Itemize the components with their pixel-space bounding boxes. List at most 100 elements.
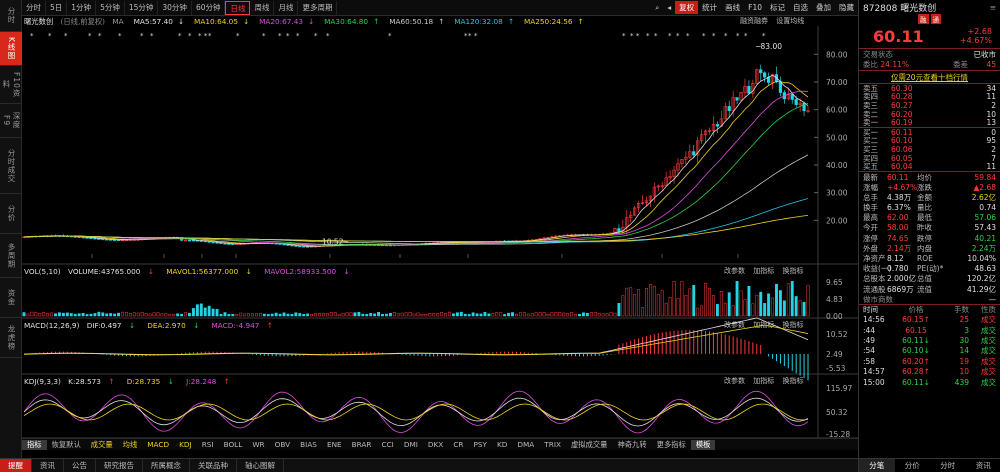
period-tab-4[interactable]: 15分钟	[125, 0, 159, 15]
indicator-tab-16[interactable]: CR	[453, 440, 464, 449]
indicator-tab-1[interactable]: 恢复默认	[51, 439, 81, 449]
event-marker[interactable]: *	[654, 32, 658, 40]
ma-settings-button[interactable]: 设置均线	[776, 17, 805, 25]
quote-tab-0[interactable]: 分笔	[859, 459, 895, 472]
indicator-tab-24[interactable]: 模板	[690, 439, 716, 450]
left-nav-item-3[interactable]: 深度F9	[0, 104, 22, 138]
indicator-tab-10[interactable]: BIAS	[300, 440, 317, 449]
event-marker[interactable]: *	[262, 32, 266, 40]
bid-row[interactable]: 买五 60.04 11	[859, 162, 1000, 171]
event-marker[interactable]: *	[468, 32, 472, 40]
indicator-tab-2[interactable]: 成交量	[90, 439, 113, 449]
period-tab-8[interactable]: 周线	[250, 0, 275, 15]
macd-edit-params[interactable]: 改参数	[724, 321, 745, 329]
event-marker[interactable]: *	[724, 32, 728, 40]
event-marker[interactable]: *	[314, 32, 318, 40]
toolbar-button-4[interactable]: 标记	[770, 3, 785, 12]
event-marker[interactable]: *	[676, 32, 680, 40]
left-nav-item-0[interactable]: 分时	[0, 0, 22, 32]
indicator-tab-3[interactable]: 均线	[122, 439, 138, 449]
menu-icon[interactable]: ≡	[989, 3, 996, 12]
kdj-add-indicator[interactable]: 加指标	[753, 377, 775, 385]
indicator-tab-17[interactable]: PSY	[473, 440, 487, 449]
indicator-tab-22[interactable]: 神奇九转	[617, 439, 647, 449]
quote-tab-2[interactable]: 分时	[940, 461, 956, 470]
period-tab-6[interactable]: 60分钟	[192, 0, 226, 15]
toolbar-back-icon[interactable]: ◂	[667, 3, 672, 12]
event-marker[interactable]: *	[296, 32, 300, 40]
indicator-tab-15[interactable]: DKX	[427, 440, 444, 449]
ask-row[interactable]: 卖三 60.27 2	[859, 101, 1000, 110]
indicator-tab-11[interactable]: ENE	[326, 440, 342, 449]
event-marker[interactable]: *	[286, 32, 290, 40]
toolbar-button-2[interactable]: 画线	[725, 3, 741, 12]
bottom-tab-5[interactable]: 关联品种	[190, 458, 237, 472]
period-tab-9[interactable]: 月线	[274, 0, 299, 15]
left-nav-item-6[interactable]: 多周期	[0, 234, 22, 278]
event-marker[interactable]: *	[140, 32, 144, 40]
event-marker[interactable]: *	[88, 32, 92, 40]
left-nav-item-7[interactable]: 资金	[0, 278, 22, 318]
indicator-tab-9[interactable]: OBV	[274, 440, 291, 449]
margin-trading-button[interactable]: 融资融券	[740, 17, 768, 25]
left-nav-item-8[interactable]: 龙虎榜	[0, 318, 22, 358]
indicator-tab-20[interactable]: TRIX	[544, 440, 561, 449]
bottom-tab-2[interactable]: 公告	[64, 458, 96, 472]
indicator-tab-23[interactable]: 更多指标	[656, 439, 686, 449]
bottom-tab-3[interactable]: 研究报告	[96, 458, 143, 472]
event-marker[interactable]: *	[646, 32, 650, 40]
indicator-tab-7[interactable]: BOLL	[223, 440, 243, 449]
event-marker[interactable]: *	[636, 32, 640, 40]
event-marker[interactable]: *	[736, 32, 740, 40]
kdj-switch-indicator[interactable]: 换指标	[782, 377, 804, 385]
vol-switch-indicator[interactable]: 换指标	[782, 267, 804, 275]
indicator-tab-6[interactable]: RSI	[201, 440, 214, 449]
event-marker[interactable]: *	[236, 32, 240, 40]
event-marker[interactable]: *	[48, 32, 52, 40]
event-marker[interactable]: *	[204, 32, 208, 40]
event-marker[interactable]: *	[98, 32, 102, 40]
event-marker[interactable]: *	[464, 32, 468, 40]
ask-row[interactable]: 卖一 60.19 13	[859, 118, 1000, 127]
period-tab-3[interactable]: 5分钟	[96, 0, 125, 15]
period-tab-0[interactable]: 分时	[22, 0, 46, 15]
quote-tab-1[interactable]: 分价	[904, 461, 920, 470]
event-marker[interactable]: *	[762, 32, 766, 40]
indicator-tab-8[interactable]: WR	[252, 440, 265, 449]
event-marker[interactable]: *	[118, 32, 122, 40]
event-marker[interactable]: *	[630, 32, 634, 40]
bottom-tab-6[interactable]: 轴心图解	[237, 458, 284, 472]
period-tab-10[interactable]: 更多周期	[298, 0, 338, 15]
period-tab-2[interactable]: 1分钟	[67, 0, 97, 15]
indicator-tab-4[interactable]: MACD	[147, 440, 170, 449]
bottom-tab-0[interactable]: 提醒	[0, 458, 32, 472]
event-marker[interactable]: *	[278, 32, 282, 40]
event-marker[interactable]: *	[178, 32, 182, 40]
ask-row[interactable]: 卖五 60.30 34	[859, 84, 1000, 93]
indicator-tab-0[interactable]: 指标	[22, 439, 47, 450]
toolbar-button-7[interactable]: 隐藏	[839, 3, 854, 12]
bid-row[interactable]: 买四 60.05 7	[859, 154, 1000, 163]
quote-tab-3[interactable]: 资讯	[975, 461, 991, 470]
event-marker[interactable]: *	[326, 32, 330, 40]
indicator-tab-21[interactable]: 虚拟成交量	[570, 439, 608, 449]
left-nav-item-2[interactable]: F10资料	[0, 66, 22, 104]
event-marker[interactable]: *	[30, 32, 34, 40]
event-marker[interactable]: *	[622, 32, 626, 40]
event-marker[interactable]: *	[198, 32, 202, 40]
toolbar-button-0[interactable]: 复权	[675, 1, 699, 14]
bid-row[interactable]: 买二 60.10 95	[859, 136, 1000, 145]
indicator-tab-12[interactable]: BRAR	[351, 440, 372, 449]
event-marker[interactable]: *	[208, 32, 212, 40]
indicator-tab-13[interactable]: CCI	[381, 440, 394, 449]
toolbar-button-1[interactable]: 统计	[702, 3, 718, 12]
event-marker[interactable]: *	[388, 32, 392, 40]
vol-edit-params[interactable]: 改参数	[724, 267, 745, 275]
kdj-edit-params[interactable]: 改参数	[724, 377, 745, 385]
ask-row[interactable]: 卖二 60.20 10	[859, 110, 1000, 119]
chart-area[interactable]: 曙光数创 (日线,前复权) MA MA5:57.40 ↓ MA10:64.05 ↓ MA2…	[22, 16, 858, 456]
period-tab-1[interactable]: 5日	[46, 0, 68, 15]
event-marker[interactable]: *	[744, 32, 748, 40]
level10-promo-link[interactable]: 仅需20元查看十档行情	[890, 72, 969, 82]
